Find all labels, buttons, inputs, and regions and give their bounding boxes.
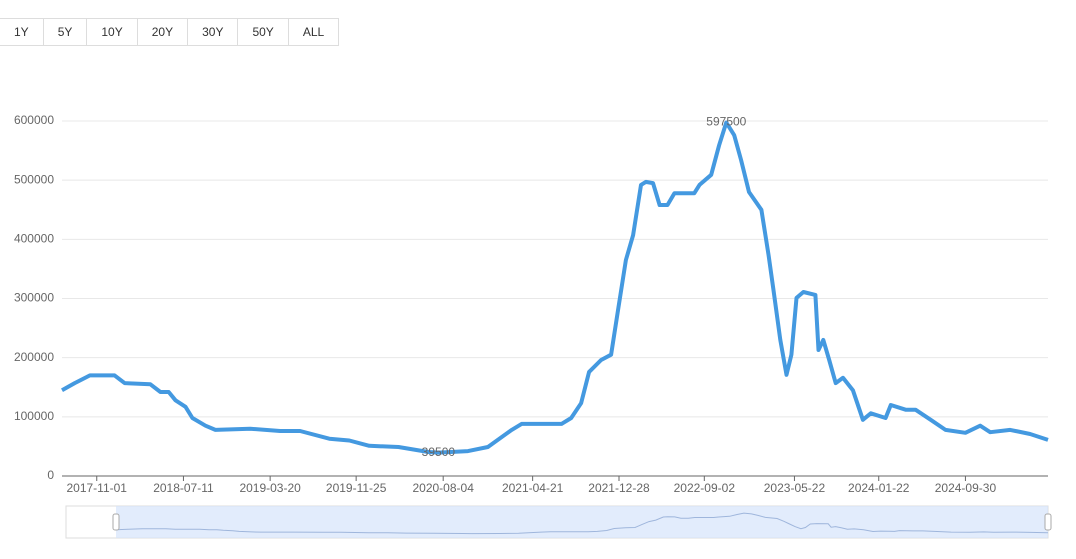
x-tick-label: 2020-08-04 [412,481,474,495]
range-button[interactable]: ALL [287,18,340,46]
marker-label: 597500 [706,115,746,129]
x-tick-label: 2024-09-30 [935,481,997,495]
zoom-selection [116,506,1048,538]
range-button[interactable]: 10Y [86,18,138,46]
x-tick-label: 2017-11-01 [66,481,127,495]
x-tick-label: 2019-03-20 [239,481,301,495]
zoom-handle[interactable] [1044,513,1052,531]
x-tick-label: 2018-07-11 [153,481,214,495]
range-button[interactable]: 1Y [0,18,44,46]
y-tick-label: 600000 [14,113,54,127]
y-tick-label: 100000 [14,409,54,423]
x-tick-label: 2019-11-25 [326,481,387,495]
range-button[interactable]: 30Y [187,18,239,46]
x-tick-label: 2024-01-22 [848,481,910,495]
range-buttons: 1Y 5Y 10Y 20Y 30Y 50Y ALL [0,18,340,46]
range-button[interactable]: 20Y [136,18,189,46]
x-tick-label: 2021-04-21 [502,481,564,495]
marker-label: 39500 [422,445,456,459]
y-tick-label: 200000 [14,350,54,364]
line [61,120,1049,455]
zoom-preview [115,512,1049,535]
x-tick-label: 2023-05-22 [764,481,826,495]
y-tick-label: 0 [47,468,54,482]
y-tick-label: 500000 [14,172,54,186]
x-tick-label: 2022-09-02 [674,481,736,495]
y-tick-label: 400000 [14,232,54,246]
range-button[interactable]: 5Y [42,18,88,46]
range-button[interactable]: 50Y [237,18,289,46]
y-tick-label: 300000 [14,291,54,305]
zoom-handle[interactable] [112,513,120,531]
x-tick-label: 2021-12-28 [588,481,650,495]
